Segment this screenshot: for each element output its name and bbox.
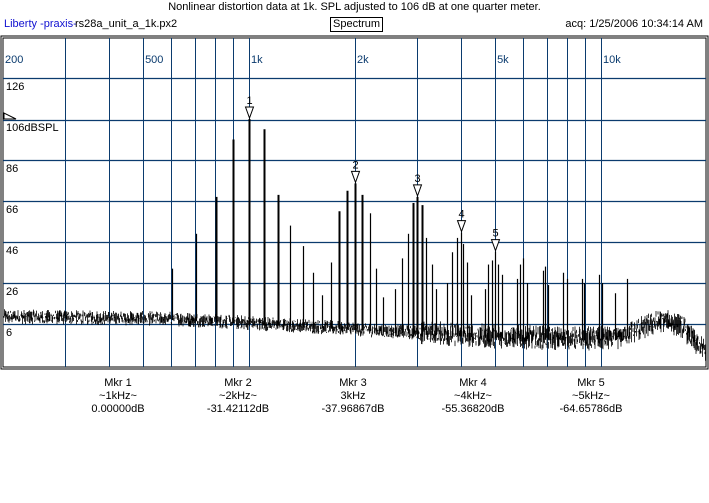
marker-readout: Mkr 2 ~2kHz~ -31.42112dB [178, 377, 298, 416]
noise-floor [3, 309, 706, 361]
marker-readout: Mkr 4 ~4kHz~ -55.36820dB [413, 377, 533, 416]
marker-value: -31.42112dB [206, 403, 270, 415]
y-tick-label: 6 [6, 327, 12, 339]
marker-number: 5 [492, 228, 498, 240]
marker-number: 1 [246, 95, 252, 107]
brand-label: Liberty -praxis- [4, 18, 77, 30]
y-tick-label: 66 [6, 204, 18, 216]
y-tick-label: 46 [6, 245, 18, 257]
marker-triangle-icon [490, 239, 501, 253]
marker-freq-label: 3kHz [340, 390, 366, 402]
marker-name: Mkr 2 [224, 377, 252, 389]
marker-triangle-icon [350, 170, 361, 184]
marker-value: -37.96867dB [321, 403, 385, 415]
y-tick-label: 86 [6, 163, 18, 175]
spectrum-trace [3, 119, 706, 361]
marker-readout: Mkr 3 3kHz -37.96867dB [293, 377, 413, 416]
plot-frame [2, 37, 707, 368]
x-tick-label: 500 [145, 54, 163, 66]
marker-freq-label: ~5kHz~ [572, 390, 610, 402]
marker-freq-label: ~4kHz~ [454, 390, 492, 402]
reference-level-icon [3, 112, 17, 120]
marker-value: 0.00000dB [91, 403, 145, 415]
marker-readout: Mkr 5 ~5kHz~ -64.65786dB [531, 377, 651, 416]
markers: 1 2 3 4 5 [244, 95, 501, 253]
y-tick-label: 126 [6, 81, 24, 93]
marker-number: 4 [458, 209, 464, 221]
x-tick-label: 1k [251, 54, 263, 66]
acquisition-timestamp: acq: 1/25/2006 10:34:14 AM [565, 18, 703, 30]
x-tick-label: 2k [357, 54, 369, 66]
marker-triangle-icon [412, 184, 423, 198]
filename-label: rs28a_unit_a_1k.px2 [75, 18, 178, 30]
marker-name: Mkr 1 [104, 377, 132, 389]
plot-frame-outer [0, 35, 709, 370]
chart-title: Nonlinear distortion data at 1k. SPL adj… [168, 1, 541, 13]
marker-freq-label: ~1kHz~ [99, 390, 137, 402]
marker-name: Mkr 4 [459, 377, 487, 389]
marker-name: Mkr 3 [339, 377, 367, 389]
axis-labels: 200 500 1k 2k 5k 10k 126 106dBSPL 86 66 46 26 6 [3, 54, 621, 339]
y-tick-label: 106dBSPL [6, 122, 59, 134]
mode-label: Spectrum [330, 17, 384, 32]
marker-freq-label: ~2kHz~ [219, 390, 257, 402]
x-tick-label: 200 [5, 54, 23, 66]
marker-readout: Mkr 1 ~1kHz~ 0.00000dB [58, 377, 178, 416]
marker-triangle-icon [244, 106, 255, 120]
y-tick-label: 26 [6, 286, 18, 298]
marker-name: Mkr 5 [577, 377, 605, 389]
x-tick-label: 5k [497, 54, 509, 66]
marker-value: -55.36820dB [441, 403, 505, 415]
x-tick-label: 10k [603, 54, 621, 66]
marker-number: 3 [414, 173, 420, 185]
grid [3, 38, 706, 367]
marker-triangle-icon [456, 220, 467, 234]
marker-number: 2 [352, 159, 358, 171]
marker-value: -64.65786dB [559, 403, 623, 415]
